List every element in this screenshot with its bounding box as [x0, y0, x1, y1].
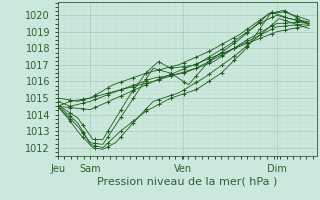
X-axis label: Pression niveau de la mer( hPa ): Pression niveau de la mer( hPa ): [97, 176, 277, 186]
